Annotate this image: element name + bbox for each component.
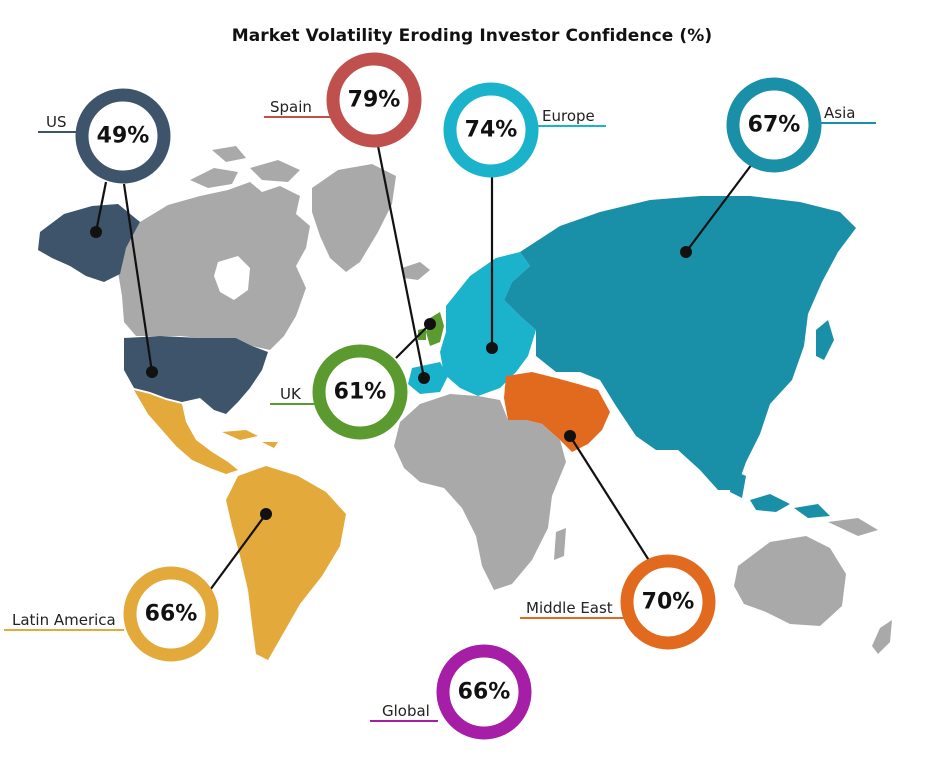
asia-dot <box>680 246 692 258</box>
global-ring <box>436 644 532 740</box>
arctic-islands <box>190 146 300 188</box>
us-leader-line-alaska <box>94 181 108 233</box>
alaska-landmass <box>38 204 140 282</box>
latin-america-ring <box>123 566 219 662</box>
us-dot-mainland <box>146 366 158 378</box>
latin-america-label: Latin America <box>12 611 116 629</box>
mexico-landmass <box>134 390 238 474</box>
middle-east-dot <box>564 430 576 442</box>
uk-ring <box>312 344 408 440</box>
latin-america-value: 66% <box>145 602 198 627</box>
us-value: 49% <box>97 124 150 149</box>
europe-value: 74% <box>465 118 518 143</box>
global-label: Global <box>382 702 430 720</box>
hudson-bay <box>214 256 250 300</box>
global-value: 66% <box>458 680 511 705</box>
australia-landmass <box>734 536 846 626</box>
new-zealand-landmass <box>872 620 892 654</box>
middle-east-value: 70% <box>642 590 695 615</box>
uk-label: UK <box>280 385 302 403</box>
caribbean-islands <box>222 430 278 448</box>
greenland-landmass <box>312 164 396 272</box>
spain-label: Spain <box>270 98 312 116</box>
spain-value: 79% <box>348 88 401 113</box>
southeast-asia-islands <box>730 470 830 518</box>
uk-dot <box>424 318 436 330</box>
us-label: US <box>46 113 67 131</box>
middle-east-label: Middle East <box>526 599 613 617</box>
latin-america-dot <box>260 508 272 520</box>
africa-landmass <box>394 394 566 590</box>
us-leader-line-mainland <box>122 183 154 373</box>
europe-label: Europe <box>542 107 595 125</box>
middle-east-landmass <box>504 372 610 452</box>
asia-ring <box>726 77 822 173</box>
usa-landmass <box>124 336 268 414</box>
europe-landmass <box>440 252 536 396</box>
europe-dot <box>486 342 498 354</box>
europe-ring <box>443 82 539 178</box>
asia-landmass <box>504 196 856 490</box>
japan-islands <box>816 320 834 360</box>
new-guinea-landmass <box>828 518 878 536</box>
middle-east-ring <box>620 554 716 650</box>
spain-leader-line <box>376 145 426 379</box>
iceland-landmass <box>402 262 430 280</box>
uk-leader-line <box>395 323 431 359</box>
spain-dot <box>418 372 430 384</box>
uk-value: 61% <box>334 380 387 405</box>
canada-landmass <box>118 182 310 350</box>
latin-america-leader-line <box>209 513 267 591</box>
us-dot-alaska <box>90 226 102 238</box>
map-title: Market Volatility Eroding Investor Confi… <box>231 26 713 46</box>
spain-ring <box>326 52 422 148</box>
asia-value: 67% <box>748 113 801 138</box>
middle-east-leader-line <box>569 435 651 563</box>
asia-leader-line <box>685 163 753 253</box>
madagascar-landmass <box>554 528 566 560</box>
us-ring <box>75 88 171 184</box>
south-america-landmass <box>226 466 346 660</box>
asia-label: Asia <box>824 104 855 122</box>
